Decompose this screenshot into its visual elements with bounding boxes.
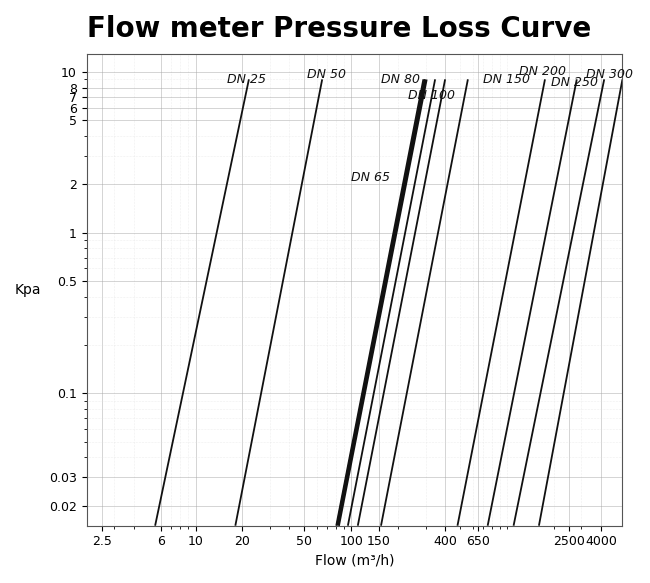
Text: DN 50: DN 50 (307, 68, 346, 81)
Y-axis label: Kpa: Kpa (15, 283, 42, 297)
Text: DN 300: DN 300 (586, 68, 633, 81)
Text: DN 150: DN 150 (483, 73, 530, 86)
X-axis label: Flow (m³/h): Flow (m³/h) (315, 554, 395, 568)
Text: DN 65: DN 65 (352, 171, 391, 184)
Text: DN 200: DN 200 (519, 65, 566, 78)
Text: DN 250: DN 250 (551, 76, 597, 89)
Text: Flow meter Pressure Loss Curve: Flow meter Pressure Loss Curve (86, 15, 591, 43)
Text: DN 100: DN 100 (408, 89, 455, 102)
Text: DN 25: DN 25 (227, 73, 266, 86)
Text: DN 80: DN 80 (381, 73, 420, 86)
